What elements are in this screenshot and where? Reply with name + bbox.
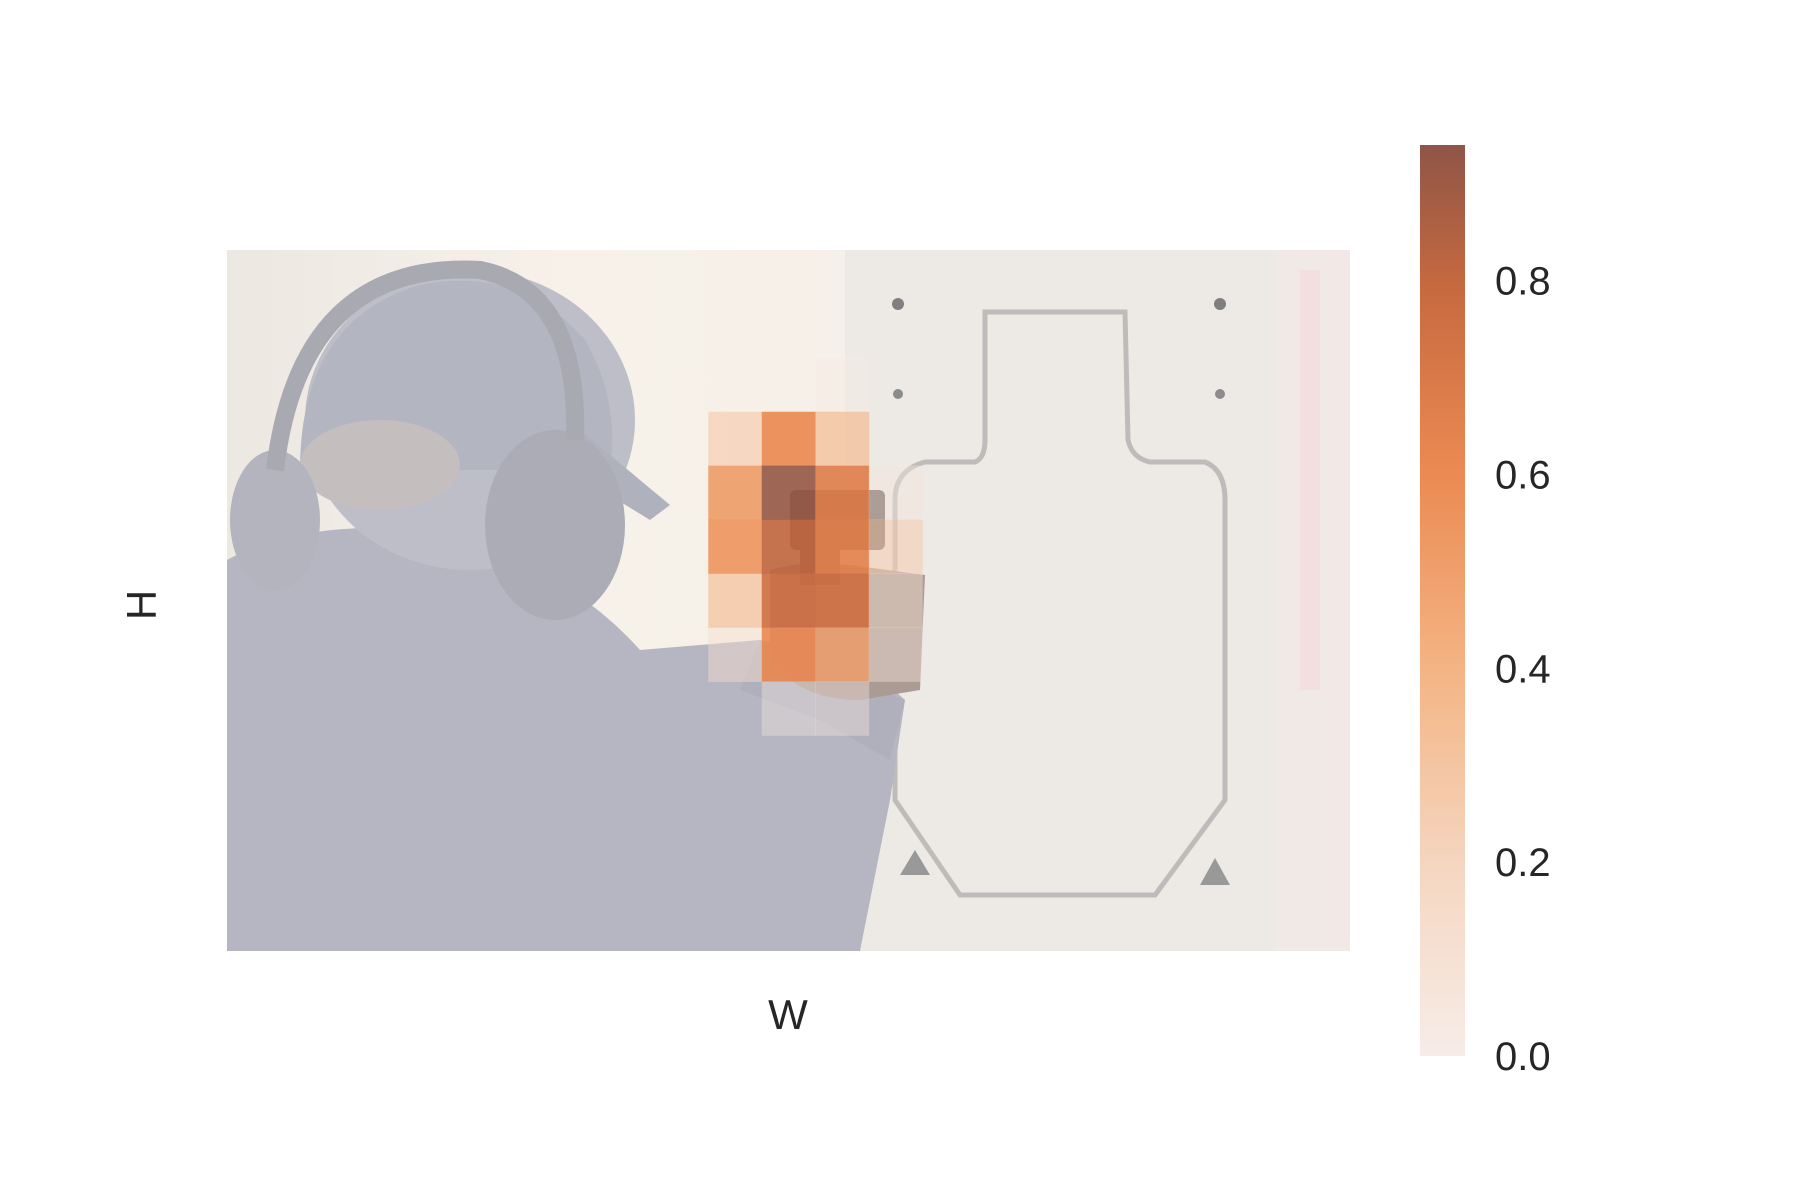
colorbar-tick-label: 0.0: [1495, 1035, 1551, 1079]
heatmap-cells: [708, 357, 923, 736]
target-silhouette: [892, 309, 1228, 898]
colorbar-tick-label: 0.6: [1495, 454, 1551, 498]
y-axis-label: H: [118, 590, 165, 620]
colorbar-tick-label: 0.4: [1495, 647, 1551, 691]
heatmap-cell: [815, 573, 870, 628]
heatmap-cell: [761, 519, 816, 575]
heatmap-cell: [815, 627, 870, 682]
colorbar-tick-label: 0.8: [1495, 260, 1551, 304]
heatmap-cell: [708, 411, 763, 467]
colorbar-tick-label: 0.2: [1495, 841, 1551, 885]
heatmap-cell: [761, 681, 816, 736]
heatmap-cell: [815, 411, 870, 467]
heatmap-cell: [815, 681, 870, 736]
heatmap-cell: [815, 519, 870, 575]
colorbar-ticks: 0.0 0.2 0.4 0.6 0.8: [1495, 260, 1551, 1079]
heatmap-cell: [708, 627, 763, 682]
background-photo: [227, 250, 1350, 951]
heatmap-cell: [708, 465, 763, 521]
heatmap-cell: [761, 573, 816, 628]
heatmap-cell: [868, 627, 923, 682]
shooter-body: [227, 528, 905, 951]
heatmap-cell: [708, 573, 763, 628]
heatmap-cell: [708, 519, 763, 575]
heatmap-cell: [761, 411, 816, 467]
heatmap-cell: [815, 465, 870, 521]
heatmap-cell: [761, 627, 816, 682]
x-axis-label: W: [768, 991, 808, 1038]
heatmap-cell: [868, 519, 923, 575]
heatmap-cell: [868, 465, 923, 521]
heatmap-cell: [761, 465, 816, 521]
heatmap-cell: [868, 573, 923, 628]
heatmap-cell: [815, 357, 870, 413]
colorbar: [1420, 145, 1465, 1056]
